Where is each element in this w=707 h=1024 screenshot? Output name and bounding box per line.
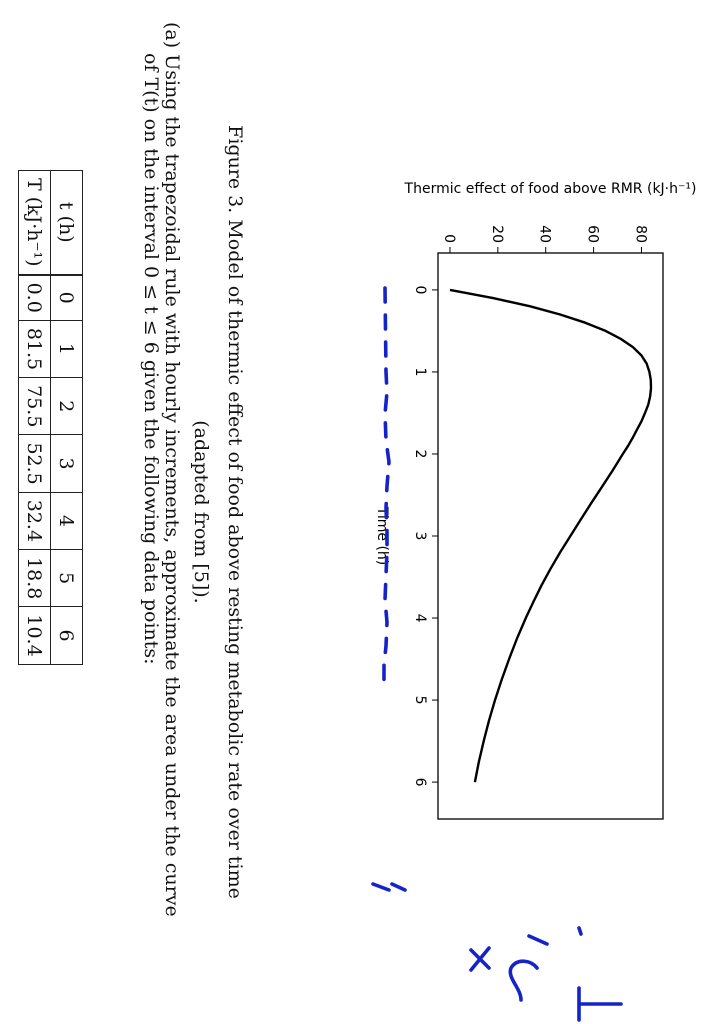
figure-caption: Figure 3. Model of thermic effect of foo…: [184, 0, 252, 1024]
part-a-text-2: of T(t) on the interval 0 ≤ t ≤ 6 given …: [140, 53, 162, 665]
y-tick-label: 60: [585, 225, 601, 243]
x-tick-label: 1: [412, 367, 428, 376]
series-line: [449, 288, 653, 783]
table-cell: 3: [50, 434, 83, 493]
table-header-t: t (h): [50, 170, 83, 275]
handwritten-mark-3: [527, 926, 583, 946]
handwritten-mark-2: [508, 959, 539, 1002]
y-tick-label: 80: [632, 225, 648, 243]
table-cell: 5: [50, 549, 83, 607]
table-cell: 4: [50, 492, 83, 550]
y-axis-label: Thermic effect of food above RMR (kJ·h⁻¹…: [404, 181, 697, 197]
plot-frame: [437, 252, 664, 820]
handwritten-equals: [371, 882, 407, 892]
x-tick-label: 6: [412, 778, 428, 787]
x-tick-label: 0: [412, 285, 428, 294]
y-tick-label: 0: [441, 234, 457, 243]
table-header-T: T (kJ·h⁻¹): [18, 170, 51, 275]
caption-line-2: (adapted from [5]).: [190, 420, 212, 604]
table-cell: 2: [50, 377, 83, 435]
x-tick-label: 3: [412, 532, 428, 541]
table-cell: 75.5: [18, 377, 51, 435]
table-row: T (kJ·h⁻¹) 0.0 81.5 75.5 52.5 32.4 18.8 …: [18, 170, 51, 665]
y-tick-label: 40: [537, 225, 553, 243]
table-cell: 52.5: [18, 434, 51, 493]
caption-line-1: Figure 3. Model of thermic effect of foo…: [224, 125, 246, 899]
data-table: t (h) 0 1 2 3 4 5 6 T (kJ·h⁻¹) 0.0 81.5 …: [18, 170, 83, 665]
handwritten-x: [469, 946, 491, 972]
table-cell: 10.4: [18, 606, 51, 665]
y-tick-label: 20: [489, 225, 505, 243]
table-cell: 0: [50, 274, 83, 321]
table-cell: 81.5: [18, 320, 51, 378]
part-a-line-1: (a) Using the trapezoidal rule with hour…: [161, 22, 183, 1022]
part-a-text-1: Using the trapezoidal rule with hourly i…: [161, 54, 183, 917]
table-cell: 0.0: [18, 274, 51, 321]
handwritten-annotations: [371, 286, 623, 1022]
table-cell: 6: [50, 606, 83, 665]
x-tick-label: 4: [412, 614, 428, 623]
x-tick-label: 2: [412, 450, 428, 459]
x-axis-label: Time (h): [374, 506, 390, 566]
table-cell: 32.4: [18, 492, 51, 550]
part-a-label: (a): [161, 22, 183, 49]
table-cell: 18.8: [18, 549, 51, 607]
table-cell: 1: [50, 320, 83, 378]
table-row: t (h) 0 1 2 3 4 5 6: [50, 170, 83, 665]
x-tick-label: 5: [412, 696, 428, 705]
question-part-a: (a) Using the trapezoidal rule with hour…: [140, 22, 183, 1022]
handwritten-mark-1: [577, 986, 623, 1022]
handwritten-dashed-line: [382, 286, 391, 684]
